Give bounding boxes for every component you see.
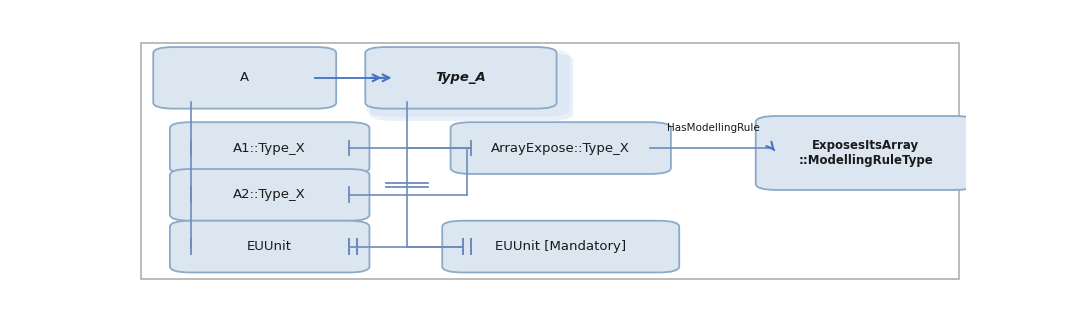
FancyBboxPatch shape xyxy=(141,43,959,279)
Text: HasModellingRule: HasModellingRule xyxy=(667,123,760,133)
FancyBboxPatch shape xyxy=(170,169,369,221)
FancyBboxPatch shape xyxy=(369,53,573,121)
Text: ExposesItsArray
::ModellingRuleType: ExposesItsArray ::ModellingRuleType xyxy=(798,139,934,167)
Text: A: A xyxy=(240,71,249,84)
Text: Type_A: Type_A xyxy=(436,71,486,84)
FancyBboxPatch shape xyxy=(755,116,976,190)
Text: A2::Type_X: A2::Type_X xyxy=(233,188,306,201)
Text: ArrayExpose::Type_X: ArrayExpose::Type_X xyxy=(491,141,630,155)
Text: EUUnit: EUUnit xyxy=(247,240,292,253)
FancyBboxPatch shape xyxy=(366,49,570,117)
FancyBboxPatch shape xyxy=(365,47,557,108)
Text: EUUnit [Mandatory]: EUUnit [Mandatory] xyxy=(495,240,627,253)
FancyBboxPatch shape xyxy=(170,122,369,174)
Text: A1::Type_X: A1::Type_X xyxy=(233,141,306,155)
FancyBboxPatch shape xyxy=(153,47,336,108)
FancyBboxPatch shape xyxy=(170,221,369,273)
FancyBboxPatch shape xyxy=(442,221,679,273)
FancyBboxPatch shape xyxy=(451,122,671,174)
